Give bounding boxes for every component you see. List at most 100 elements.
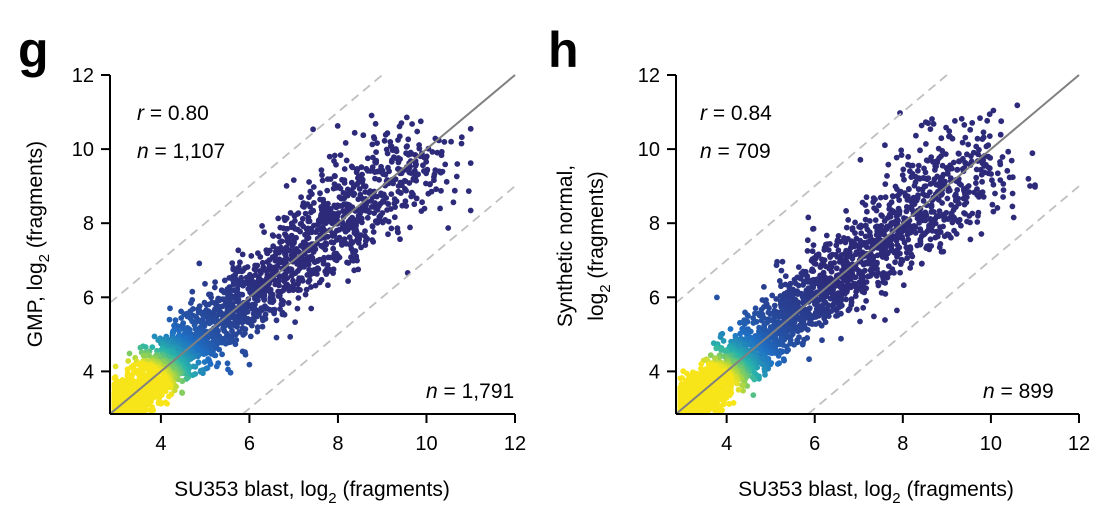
data-point [282, 217, 288, 223]
data-point [975, 136, 981, 142]
x-tick-label: 12 [504, 433, 526, 455]
data-point [680, 368, 686, 374]
data-point [897, 270, 903, 276]
x-tick-label: 8 [332, 433, 343, 455]
data-point [264, 250, 270, 256]
data-point [237, 259, 243, 265]
data-point [1014, 102, 1020, 108]
data-point [933, 182, 939, 188]
data-point [297, 229, 303, 235]
data-point [130, 398, 136, 404]
data-point [898, 261, 904, 267]
data-point [459, 134, 465, 140]
data-point [404, 115, 410, 121]
data-point [762, 372, 768, 378]
data-point [319, 172, 325, 178]
data-point [355, 196, 361, 202]
data-point [991, 182, 997, 188]
data-point [444, 179, 450, 185]
data-point [280, 311, 286, 317]
data-point [990, 202, 996, 208]
data-point [905, 162, 911, 168]
data-point [207, 320, 213, 326]
data-point [319, 167, 325, 173]
data-point [403, 188, 409, 194]
data-point [284, 183, 290, 189]
data-point [371, 229, 377, 235]
data-point [795, 328, 801, 334]
data-point [321, 261, 327, 267]
data-point [860, 305, 866, 311]
data-point [753, 305, 759, 311]
data-point [971, 190, 977, 196]
data-point [843, 297, 849, 303]
data-point [977, 115, 983, 121]
data-point [1026, 176, 1032, 182]
data-point [805, 237, 811, 243]
data-point [811, 242, 817, 248]
data-point [909, 254, 915, 260]
data-point [737, 320, 743, 326]
data-point [915, 168, 921, 174]
data-point [407, 225, 413, 231]
data-point [871, 314, 877, 320]
data-point [965, 142, 971, 148]
data-point [987, 111, 993, 117]
data-point [399, 203, 405, 209]
data-point [370, 239, 376, 245]
data-point [438, 188, 444, 194]
data-point [303, 292, 309, 298]
data-point [351, 267, 357, 273]
data-point [928, 181, 934, 187]
data-point [451, 199, 457, 205]
data-point [425, 191, 431, 197]
data-point [405, 136, 411, 142]
data-point [1027, 183, 1033, 189]
data-point [1000, 194, 1006, 200]
data-point [248, 334, 254, 340]
data-point [1009, 158, 1015, 164]
data-point [904, 209, 910, 215]
data-point [837, 259, 843, 265]
data-point [886, 263, 892, 269]
data-point [385, 231, 391, 237]
data-point [295, 306, 301, 312]
data-point [134, 379, 140, 385]
data-point [940, 163, 946, 169]
data-point [423, 170, 429, 176]
data-point [332, 153, 338, 159]
data-point [208, 294, 214, 300]
data-point [924, 157, 930, 163]
data-point [894, 308, 900, 314]
data-point [189, 289, 195, 295]
data-point [272, 281, 278, 287]
data-point [338, 196, 344, 202]
data-point [880, 254, 886, 260]
data-point [873, 217, 879, 223]
data-point [406, 170, 412, 176]
data-point [240, 252, 246, 258]
data-point [196, 261, 202, 267]
data-point [369, 113, 375, 119]
data-point [843, 208, 849, 214]
data-point [300, 216, 306, 222]
y-tick-label: 6 [83, 287, 94, 309]
data-point [306, 179, 312, 185]
data-point [247, 362, 253, 368]
data-point [325, 176, 331, 182]
y-tick-label: 10 [72, 139, 94, 161]
data-point [395, 137, 401, 143]
data-point [945, 188, 951, 194]
data-point [411, 201, 417, 207]
data-point [344, 260, 350, 266]
data-point [964, 151, 970, 157]
data-point [946, 134, 952, 140]
data-point [796, 264, 802, 270]
data-point [379, 193, 385, 199]
data-point [385, 151, 391, 157]
data-point [908, 174, 914, 180]
data-point [150, 407, 156, 413]
data-point [252, 266, 258, 272]
data-point [721, 338, 727, 344]
data-point [818, 264, 824, 270]
